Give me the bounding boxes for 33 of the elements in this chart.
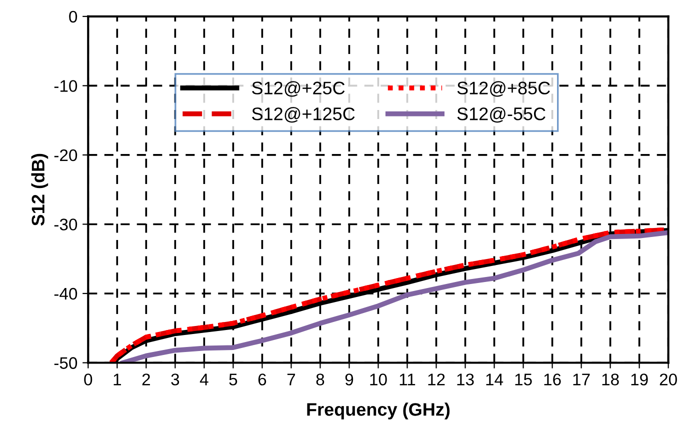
y-tick-label: -50 (54, 357, 78, 369)
x-tick-label: 17 (573, 374, 590, 386)
x-tick-label: 19 (631, 374, 648, 386)
x-tick-label: 16 (544, 374, 561, 386)
x-tick-label: 5 (229, 374, 238, 386)
x-tick-label: 11 (400, 374, 416, 386)
y-tick-label: -10 (54, 80, 78, 92)
y-axis-title: S12 (dB) (31, 154, 48, 226)
legend-label: S12@+25C (252, 81, 345, 97)
x-tick-label: 20 (660, 374, 677, 386)
x-tick-label: 10 (370, 374, 387, 386)
x-tick-label: 4 (200, 374, 208, 386)
y-tick-label: -30 (54, 218, 78, 230)
legend-label: S12@-55C (457, 107, 546, 123)
y-tick-label: 0 (69, 10, 78, 23)
x-tick-label: 2 (142, 374, 150, 386)
x-axis-title: Frequency (GHz) (307, 402, 450, 420)
x-tick-label: 1 (114, 374, 121, 386)
x-tick-label: 13 (457, 374, 474, 386)
x-tick-label: 18 (602, 374, 619, 386)
x-tick-label: 15 (515, 374, 532, 386)
x-tick-label: 12 (428, 374, 445, 386)
x-tick-label: 6 (258, 374, 266, 386)
legend-label: S12@+85C (457, 81, 550, 97)
legend-label: S12@+125C (252, 107, 355, 123)
y-tick-label: -20 (54, 149, 78, 162)
x-tick-label: 8 (316, 374, 324, 386)
x-tick-label: 0 (84, 374, 92, 386)
x-tick-label: 14 (486, 374, 504, 386)
x-tick-label: 9 (345, 374, 354, 386)
x-tick-label: 7 (287, 374, 295, 386)
y-tick-label: -40 (54, 288, 78, 300)
x-tick-label: 3 (171, 374, 180, 386)
